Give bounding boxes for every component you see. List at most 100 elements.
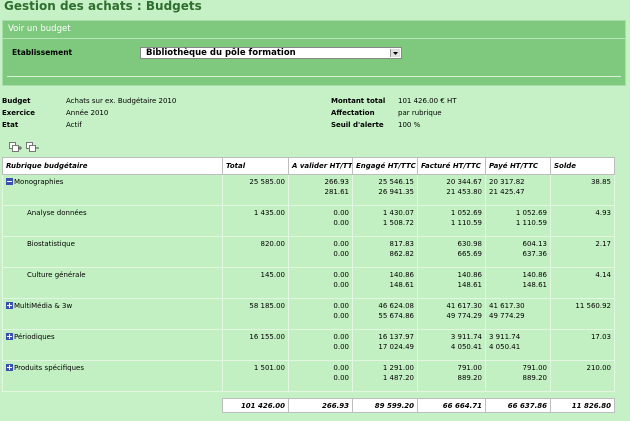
- exercice-label: Exercice: [2, 109, 35, 117]
- rubrique-name: Biostatistique: [27, 240, 75, 248]
- budget-filter-panel: Voir un budget Etablissement Bibliothèqu…: [2, 20, 626, 86]
- solde-cell: 4.14: [550, 267, 615, 299]
- expand-toggle-icon[interactable]: [6, 364, 13, 371]
- total-cell: 25 585.00: [222, 174, 289, 206]
- ttc-value: 26 941.35: [378, 188, 414, 196]
- exercice-value: Année 2010: [66, 109, 109, 117]
- rubrique-name: Analyse données: [27, 209, 87, 217]
- total-cell: 58 185.00: [222, 298, 289, 330]
- table-row: Périodiques 16 155.00 0.00 0.00 16 137.97…: [2, 329, 615, 361]
- ttc-value: 637.36: [522, 250, 548, 258]
- engage-cell: 25 546.15 26 941.35: [352, 174, 418, 206]
- ht-value: 41 617.30: [446, 302, 482, 310]
- collapse-all-icon[interactable]: [26, 142, 40, 152]
- page-title: Gestion des achats : Budgets: [4, 0, 202, 13]
- total-a-valider-cell: 266.93: [288, 398, 353, 413]
- col-a-valider: A valider HT/TTC: [288, 157, 353, 175]
- budget-label: Budget: [2, 97, 31, 105]
- ttc-value: 0.00: [333, 343, 349, 351]
- col-solde: Solde: [550, 157, 615, 175]
- totals-blank-cell: [2, 398, 223, 413]
- ttc-value: 281.61: [324, 188, 350, 196]
- ttc-value: 889.20: [522, 374, 548, 382]
- ht-value: 266.93: [324, 178, 350, 186]
- ttc-value: 0.00: [333, 374, 349, 382]
- ttc-value: 1 110.59: [450, 219, 482, 227]
- col-rubrique: Rubrique budgétaire: [2, 157, 223, 175]
- rubrique-cell: Périodiques: [2, 329, 223, 361]
- expand-all-icon[interactable]: [9, 142, 23, 152]
- ht-value: 140.86: [389, 271, 415, 279]
- rubrique-name: Monographies: [14, 178, 64, 186]
- ht-value: 1 052.69: [515, 209, 547, 217]
- ttc-value: 148.61: [389, 281, 415, 289]
- seuil-alerte-value: 100 %: [398, 121, 421, 129]
- ttc-value: 889.20: [457, 374, 483, 382]
- facture-cell: 630.98 665.69: [417, 236, 486, 268]
- engage-cell: 140.86 148.61: [352, 267, 418, 299]
- rubrique-name: Périodiques: [14, 333, 55, 341]
- rubrique-cell: Analyse données: [2, 205, 223, 237]
- a-valider-cell: 0.00 0.00: [288, 360, 353, 392]
- engage-cell: 46 624.08 55 674.86: [352, 298, 418, 330]
- ttc-value: 21 453.80: [446, 188, 482, 196]
- collapse-toggle-icon[interactable]: [6, 178, 13, 185]
- rubrique-cell: MultiMédia & 3w: [2, 298, 223, 330]
- ht-value: 20 317.82: [489, 178, 525, 186]
- paye-cell: 41 617.30 49 774.29: [485, 298, 551, 330]
- rubrique-cell: Monographies: [2, 174, 223, 206]
- paye-cell: 1 052.69 1 110.59: [485, 205, 551, 237]
- rubrique-cell: Biostatistique: [2, 236, 223, 268]
- total-cell: 145.00: [222, 267, 289, 299]
- ht-value: 0.00: [333, 302, 349, 310]
- table-row: MultiMédia & 3w 58 185.00 0.00 0.00 46 62…: [2, 298, 615, 330]
- budget-value: Achats sur ex. Budgétaire 2010: [66, 97, 177, 105]
- paye-cell: 604.13 637.36: [485, 236, 551, 268]
- ttc-value: 1 110.59: [515, 219, 547, 227]
- rubrique-cell: Culture générale: [2, 267, 223, 299]
- ht-value: 1 052.69: [450, 209, 482, 217]
- etat-label: Etat: [2, 121, 19, 129]
- facture-cell: 1 052.69 1 110.59: [417, 205, 486, 237]
- facture-cell: 41 617.30 49 774.29: [417, 298, 486, 330]
- table-row: Produits spécifiques 1 501.00 0.00 0.00 1…: [2, 360, 615, 392]
- engage-cell: 1 430.07 1 508.72: [352, 205, 418, 237]
- grand-total-cell: 101 426.00: [222, 398, 289, 413]
- a-valider-cell: 266.93 281.61: [288, 174, 353, 206]
- facture-cell: 20 344.67 21 453.80: [417, 174, 486, 206]
- ttc-value: 4 050.41: [450, 343, 482, 351]
- etat-value: Actif: [66, 121, 82, 129]
- facture-cell: 3 911.74 4 050.41: [417, 329, 486, 361]
- ht-value: 20 344.67: [446, 178, 482, 186]
- ht-value: 140.86: [522, 271, 548, 279]
- expand-toggle-icon[interactable]: [6, 333, 13, 340]
- solde-cell: 11 560.92: [550, 298, 615, 330]
- expand-toggle-icon[interactable]: [6, 302, 13, 309]
- col-total: Total: [222, 157, 289, 175]
- ht-value: 1 430.07: [382, 209, 414, 217]
- panel-divider: [7, 76, 621, 77]
- ttc-value: 1 508.72: [382, 219, 414, 227]
- ht-value: 604.13: [522, 240, 548, 248]
- table-spacer: [2, 391, 615, 399]
- engage-cell: 16 137.97 17 024.49: [352, 329, 418, 361]
- tree-toolbar: [9, 142, 40, 152]
- a-valider-cell: 0.00 0.00: [288, 236, 353, 268]
- paye-cell: 791.00 889.20: [485, 360, 551, 392]
- ttc-value: 148.61: [522, 281, 548, 289]
- ttc-value: 862.82: [389, 250, 415, 258]
- etablissement-select[interactable]: Bibliothèque du pôle formation: [140, 47, 402, 59]
- total-solde-cell: 11 826.80: [550, 398, 615, 413]
- engage-cell: 817.83 862.82: [352, 236, 418, 268]
- budget-table: Rubrique budgétaire Total A valider HT/T…: [2, 157, 615, 413]
- dropdown-arrow-icon[interactable]: [390, 49, 400, 57]
- total-cell: 1 435.00: [222, 205, 289, 237]
- ttc-value: 148.61: [457, 281, 483, 289]
- ttc-value: 0.00: [333, 281, 349, 289]
- ttc-value: 1 487.20: [382, 374, 414, 382]
- ht-value: 0.00: [333, 333, 349, 341]
- ttc-value: 49 774.29: [489, 312, 525, 320]
- facture-cell: 791.00 889.20: [417, 360, 486, 392]
- total-paye-cell: 66 637.86: [485, 398, 551, 413]
- table-row: Culture générale 145.00 0.00 0.00 140.86 1…: [2, 267, 615, 299]
